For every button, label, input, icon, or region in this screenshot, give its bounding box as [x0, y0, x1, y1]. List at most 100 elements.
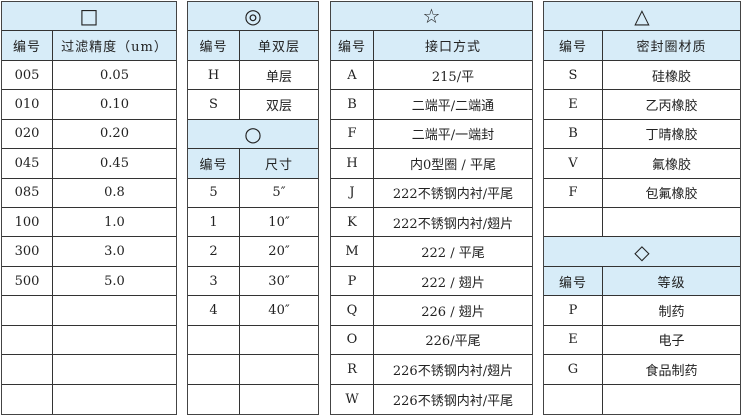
code-cell	[2, 384, 53, 414]
value-cell: 氟橡胶	[651, 157, 691, 173]
table-row: F 包氟橡胶	[544, 178, 740, 208]
value-cell: 30″	[268, 273, 290, 289]
code-cell: 085	[2, 178, 53, 207]
symbol-header-row: ◇	[544, 237, 740, 267]
table-row: V 氟橡胶	[544, 149, 740, 179]
symbol-icon: ○	[244, 121, 262, 146]
table-row: M 222 / 平尾	[331, 237, 532, 267]
code-cell: V	[544, 149, 603, 178]
table-row: P 制药	[544, 296, 740, 326]
header-description: 接口方式	[424, 40, 481, 56]
value-cell: 制药	[658, 304, 685, 320]
table-row: W 226不锈钢内衬/平尾	[331, 384, 532, 414]
table-row: 010 0.10	[2, 90, 176, 120]
table-row: 4 40″	[188, 296, 318, 326]
value-cell: 0.05	[100, 67, 129, 83]
code-cell: 045	[2, 149, 53, 178]
value-cell: 0.10	[100, 96, 129, 112]
table-row: A 215/平	[331, 60, 532, 91]
value-cell: 3.0	[104, 244, 125, 260]
value-cell: 双层	[265, 98, 292, 114]
value-cell	[53, 296, 176, 324]
column-header-row: 编号 等级	[544, 266, 740, 297]
table-row: S 双层	[188, 90, 318, 120]
table-row: 300 3.0	[2, 237, 176, 267]
table-row: P 222 / 翅片	[331, 266, 532, 297]
table-row: H 单层	[188, 60, 318, 91]
value-cell: 222 / 平尾	[421, 246, 485, 262]
table-row: 100 1.0	[2, 208, 176, 238]
code-cell: 3	[188, 266, 240, 296]
code-cell: F	[331, 119, 374, 149]
value-cell	[53, 326, 176, 354]
code-cell: G	[544, 355, 603, 384]
value-cell: 226不锈钢内衬/平尾	[392, 393, 514, 409]
table-row: 5 5″	[188, 178, 318, 208]
filter-precision-table: □ 编号 过滤精度（um） 005 0.05 010 0.10 020 0.20 045 0.45 0…	[1, 1, 177, 415]
table-row: O 226/平尾	[331, 325, 532, 356]
column-header-row: 编号 接口方式	[331, 31, 532, 61]
header-code: 编号	[188, 149, 240, 178]
header-description: 尺寸	[264, 157, 293, 173]
value-cell: 226不锈钢内衬/翅片	[392, 363, 514, 379]
code-cell: A	[331, 60, 374, 90]
table-row: 085 0.8	[2, 178, 176, 208]
code-cell	[188, 355, 240, 384]
symbol-icon: □	[79, 4, 99, 29]
table-row: E 电子	[544, 325, 740, 356]
value-cell	[53, 355, 176, 383]
symbol-icon: ◎	[244, 4, 262, 29]
value-cell: 食品制药	[645, 363, 698, 379]
table-row: 2 20″	[188, 237, 318, 267]
code-cell	[2, 355, 53, 384]
value-cell: 1.0	[104, 214, 125, 230]
header-description: 等级	[657, 275, 686, 291]
value-cell: 0.20	[100, 126, 129, 142]
code-cell	[544, 208, 603, 237]
value-cell: 5.0	[104, 273, 125, 289]
table-row: 3 30″	[188, 266, 318, 297]
table-row	[188, 384, 318, 414]
connection-type-table: ☆ 编号 接口方式 A 215/平 B 二端平/二端通 F 二端平/一端封 H 内0型圈 / 平尾 J…	[330, 1, 533, 415]
table-row	[188, 325, 318, 356]
code-cell: B	[331, 90, 374, 119]
table-row: R 226不锈钢内衬/翅片	[331, 355, 532, 385]
table-row: 500 5.0	[2, 266, 176, 297]
value-cell	[240, 385, 318, 414]
value-cell: 222不锈钢内衬/翅片	[392, 216, 514, 232]
header-code: 编号	[188, 31, 240, 60]
value-cell: 0.8	[104, 185, 125, 201]
code-cell: 300	[2, 237, 53, 266]
code-cell	[188, 384, 240, 414]
table-row	[2, 355, 176, 385]
code-cell: K	[331, 208, 374, 237]
code-cell: O	[331, 325, 374, 355]
table-row: 005 0.05	[2, 60, 176, 91]
value-cell: 10″	[268, 214, 290, 230]
code-cell: 005	[2, 60, 53, 90]
value-cell: 40″	[268, 302, 290, 318]
code-cell: B	[544, 119, 603, 149]
value-cell: 20″	[268, 244, 290, 260]
table-row: S 硅橡胶	[544, 60, 740, 91]
code-cell: S	[188, 90, 240, 119]
table-row: H 内0型圈 / 平尾	[331, 149, 532, 179]
value-cell: 单层	[265, 69, 292, 85]
header-code: 编号	[544, 31, 603, 60]
table-row	[2, 296, 176, 326]
table-row: B 丁晴橡胶	[544, 119, 740, 150]
table-row: B 二端平/二端通	[331, 90, 532, 120]
code-cell	[544, 384, 603, 414]
code-cell: E	[544, 90, 603, 119]
value-cell: 丁晴橡胶	[645, 128, 698, 144]
code-cell	[2, 296, 53, 325]
code-cell: F	[544, 178, 603, 207]
code-cell: 2	[188, 237, 240, 266]
value-cell: 5″	[272, 185, 286, 201]
column-header-row: 编号 过滤精度（um）	[2, 31, 176, 61]
code-cell: M	[331, 237, 374, 266]
table-row	[544, 208, 740, 238]
table-row	[188, 355, 318, 385]
symbol-header-row: □	[2, 2, 176, 32]
header-description: 密封圈材质	[636, 40, 707, 56]
